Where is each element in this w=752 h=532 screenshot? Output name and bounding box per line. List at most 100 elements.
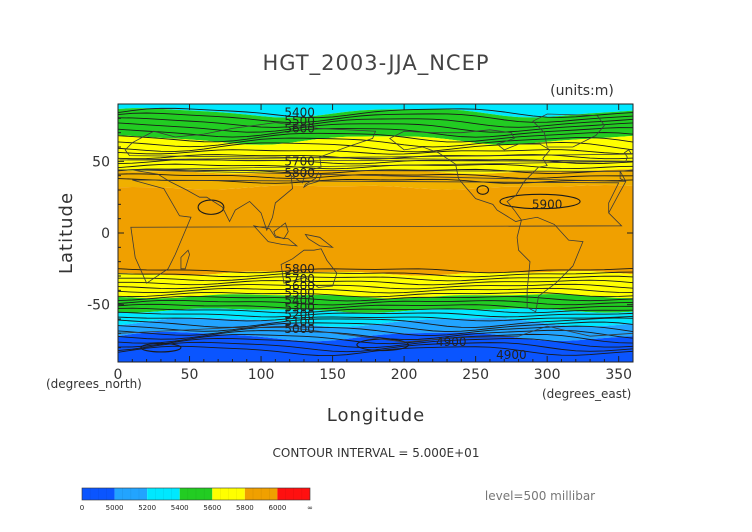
contour-line — [117, 279, 634, 286]
y-tick-label: -50 — [87, 298, 110, 314]
y-axis-label: Latitude — [56, 192, 77, 274]
contour-line — [117, 122, 634, 133]
contour-label: 5600 — [284, 121, 315, 135]
colorbar-swatch — [82, 488, 115, 500]
contour-line — [117, 117, 634, 128]
x-tick-label: 200 — [391, 367, 418, 383]
x-tick-label: 250 — [462, 367, 489, 383]
x-tick-label: 100 — [248, 367, 275, 383]
colorbar-swatch — [277, 488, 310, 500]
contour-label: 5700 — [284, 154, 315, 168]
coastline — [280, 248, 338, 288]
coastline — [119, 149, 633, 162]
colorbar-swatch — [212, 488, 245, 500]
y-tick-label: 0 — [101, 226, 110, 242]
coastline — [389, 129, 551, 222]
contour-interval-text: CONTOUR INTERVAL = 5.000E+01 — [273, 446, 480, 460]
colorbar: 0 5000 5200 5400 5600 5800 6000 ∞ — [80, 487, 313, 512]
colorbar-label: 5600 — [203, 504, 221, 512]
colorbar-label: 5200 — [138, 504, 156, 512]
coastline — [252, 225, 299, 247]
coastline — [130, 179, 623, 284]
contour-line — [117, 321, 634, 333]
contour-closed — [476, 185, 490, 195]
contour-line — [117, 132, 634, 143]
coastline — [532, 113, 605, 148]
colorbar-swatch — [114, 488, 148, 500]
contour-label: 5900 — [532, 197, 563, 211]
colorbar-label: 5400 — [171, 504, 189, 512]
contour-line — [117, 341, 634, 353]
contour-line — [117, 311, 634, 318]
contour-line — [117, 315, 634, 322]
contour-line — [117, 271, 634, 278]
colorbar-swatch — [147, 488, 180, 500]
units-label: (units:m) — [550, 83, 614, 99]
band-0 — [118, 104, 633, 118]
contour-line — [117, 107, 634, 119]
x-tick-label: 150 — [319, 367, 346, 383]
contour-line — [117, 127, 634, 138]
contour-line — [117, 295, 634, 302]
contour-line — [117, 283, 634, 290]
contour-label: 5000 — [284, 322, 315, 336]
contour-label: 5700 — [284, 272, 315, 286]
y-ticks: 50 0 -50 — [87, 117, 633, 349]
contour-line — [117, 337, 634, 349]
band-6 — [118, 294, 633, 313]
chart-title: HGT_2003-JJA_NCEP — [262, 51, 489, 76]
contour-lines — [117, 107, 634, 357]
contour-label: 5200 — [284, 308, 315, 322]
contour-line — [117, 345, 634, 357]
contour-closed — [140, 342, 182, 353]
contour-label: 5400 — [284, 293, 315, 307]
contour-line — [117, 291, 634, 298]
colorbar-frame — [81, 487, 311, 501]
y-unit-label: (degrees_north) — [46, 377, 142, 391]
colorbar-label: ∞ — [307, 504, 313, 512]
x-ticks: 0 50 100 150 200 250 300 350 — [114, 104, 632, 383]
colorbar-swatch — [179, 488, 213, 500]
band-4 — [118, 184, 633, 276]
colorbar-label: 5000 — [106, 504, 124, 512]
coastline — [302, 172, 322, 189]
contour-line — [117, 141, 634, 153]
contour-closed — [499, 193, 581, 210]
contour-line — [117, 149, 634, 155]
contour-label: 5600 — [284, 279, 315, 293]
level-text: level=500 millibar — [485, 489, 595, 503]
colorbar-label: 5800 — [236, 504, 254, 512]
coastline — [304, 233, 334, 248]
colorbar-label: 0 — [80, 504, 84, 512]
contour-line — [117, 317, 634, 328]
coastline — [516, 216, 584, 313]
plot-area: 5400550056005700580059005800570056005500… — [117, 103, 634, 363]
colorbar-swatch — [244, 488, 278, 500]
contour-label: 5300 — [284, 301, 315, 315]
contour-label: 5800 — [284, 166, 315, 180]
x-unit-label: (degrees_east) — [542, 387, 631, 401]
contour-label: 5100 — [284, 315, 315, 329]
coastline — [273, 222, 289, 240]
contour-line — [117, 112, 634, 123]
x-tick-label: 300 — [534, 367, 561, 383]
contour-line — [117, 163, 634, 170]
y-tick-label: 50 — [92, 154, 110, 170]
contour-line — [117, 267, 634, 274]
contour-label: 4900 — [436, 335, 467, 349]
contour-line — [117, 275, 634, 282]
coastline — [117, 325, 634, 343]
contour-label: 5800 — [284, 262, 315, 276]
contour-line — [117, 329, 634, 341]
contour-line — [117, 287, 634, 294]
contour-line — [117, 325, 634, 337]
x-tick-label: 350 — [605, 367, 632, 383]
colorbar-label: 6000 — [269, 504, 287, 512]
coastline — [117, 122, 631, 232]
contour-label: 4900 — [496, 348, 527, 362]
contour-label: 5500 — [284, 114, 315, 128]
contour-label: 5400 — [284, 106, 315, 120]
contour-label: 5500 — [284, 286, 315, 300]
coastlines — [117, 113, 634, 343]
